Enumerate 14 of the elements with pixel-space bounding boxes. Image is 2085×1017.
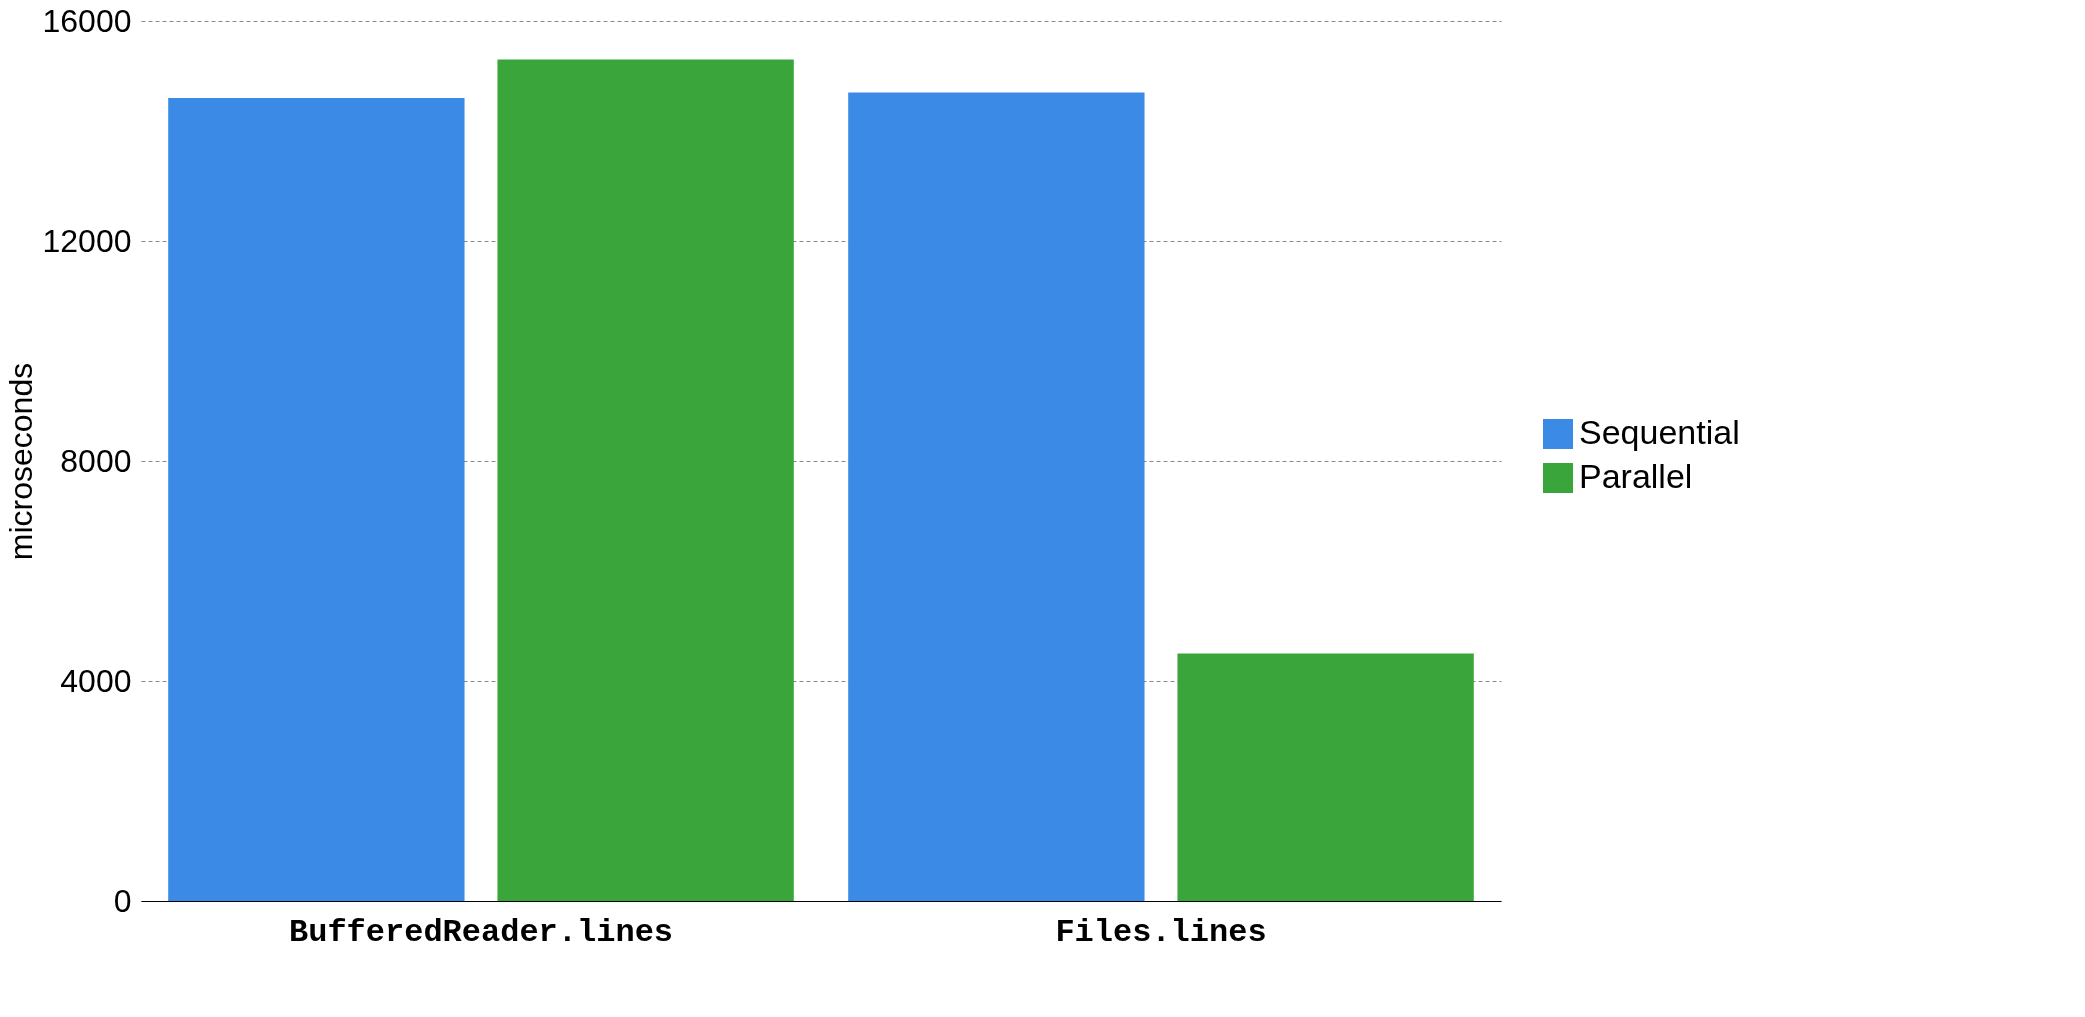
y-tick-label: 8000 [60,442,132,479]
y-tick-label: 12000 [42,222,132,259]
legend-label: Sequential [1579,413,1740,451]
y-tick-label: 0 [113,882,132,919]
y-tick-label: 4000 [60,662,132,699]
y-tick-label: 16000 [42,2,132,39]
y-axis-title: microseconds [2,362,39,561]
bar [848,92,1145,901]
bar [1177,653,1474,901]
x-tick-label: Files.lines [1055,913,1267,951]
x-tick-label: BufferedReader.lines [288,913,674,951]
bar [168,98,465,901]
bar [497,59,794,901]
legend-label: Parallel [1579,457,1693,495]
